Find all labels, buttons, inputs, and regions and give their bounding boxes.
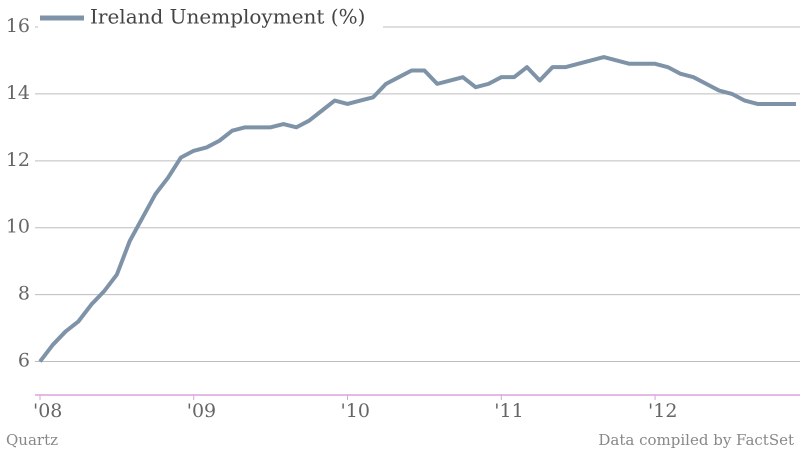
source-left: Quartz	[6, 431, 58, 449]
y-tick-label: 14	[6, 82, 30, 104]
legend-label: Ireland Unemployment (%)	[90, 5, 365, 29]
x-tick-label: '10	[341, 400, 370, 422]
y-tick-label: 10	[6, 216, 30, 238]
series-line	[38, 55, 796, 363]
x-tick-label: '11	[494, 400, 523, 422]
x-tick-label: '09	[187, 400, 216, 422]
source-right: Data compiled by FactSet	[598, 431, 794, 449]
y-tick-label: 6	[18, 350, 30, 372]
legend-background	[38, 6, 383, 32]
y-tick-label: 8	[18, 283, 30, 305]
y-tick-label: 16	[6, 15, 30, 37]
x-tick-label: '12	[648, 400, 677, 422]
x-tick-label: '08	[33, 400, 62, 422]
y-tick-label: 12	[6, 149, 30, 171]
